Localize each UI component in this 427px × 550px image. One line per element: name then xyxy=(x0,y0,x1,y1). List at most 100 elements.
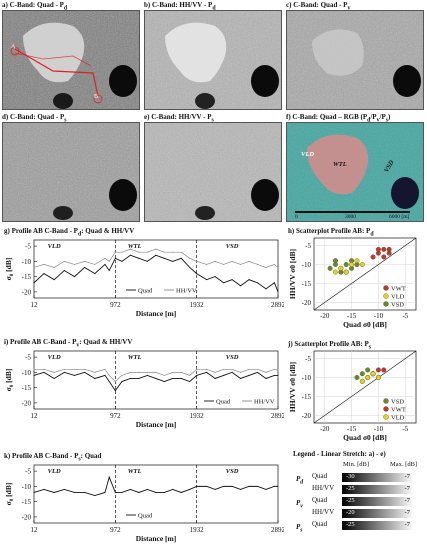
series-point xyxy=(155,491,157,493)
series-point xyxy=(248,374,250,376)
profile-i-chart: -5 -10 -15 -20 12 972 1932 2892 VLD WTL VSD Distanc… xyxy=(4,350,284,429)
series-point xyxy=(206,485,208,487)
y-tick-label: -20 xyxy=(22,513,32,521)
series-point xyxy=(146,251,148,253)
scatter-point-vsd xyxy=(354,375,360,380)
scatter-point-vsd xyxy=(333,258,338,264)
series-point xyxy=(196,485,198,487)
scatter-point-vsd xyxy=(343,262,349,267)
scatter-j-title: j) Scatterplot Profile AB: Ps xyxy=(288,340,372,351)
series-point xyxy=(73,276,75,278)
legend-label-vwt: VWT xyxy=(391,285,406,292)
series-point xyxy=(189,381,191,383)
series-point xyxy=(43,273,45,275)
y-tick-label: -5 xyxy=(25,468,31,476)
series-point xyxy=(33,282,35,284)
series-point xyxy=(172,377,174,379)
y-tick-label: -10 xyxy=(22,258,32,266)
series-point xyxy=(163,374,165,376)
legend-label-hhvv: HH/VV xyxy=(254,398,275,405)
panel-e-image xyxy=(144,122,282,222)
x-tick-label: -10 xyxy=(374,425,384,433)
series-point xyxy=(273,282,275,284)
stretch-min-value: -20 xyxy=(346,509,355,516)
x-tick-label: -5 xyxy=(402,312,408,320)
scatter-point-vwt xyxy=(375,367,381,373)
series-point xyxy=(163,257,165,259)
series-point xyxy=(214,260,216,262)
series-point xyxy=(256,485,258,487)
x-tick-label: 12 xyxy=(31,412,39,420)
series-point xyxy=(43,263,45,265)
scatter-point-vsd xyxy=(365,367,371,373)
series-point xyxy=(172,260,174,262)
panel-b-title: b) C-Band: HH/VV - Pd xyxy=(144,1,216,12)
stretch-gradient-bar: -25 -7 xyxy=(342,497,414,506)
panel-e-title: e) C-Band: HH/VV - Ps xyxy=(144,113,214,124)
series-line-quad xyxy=(33,254,279,293)
x-tick-label: 972 xyxy=(110,526,121,534)
series-point xyxy=(94,273,96,275)
series-point xyxy=(277,374,279,376)
x-tick-label: -15 xyxy=(347,425,357,433)
series-point xyxy=(73,263,75,265)
legend-marker-vwt xyxy=(383,285,389,291)
series-point xyxy=(231,368,233,370)
stretch-gradient-bar: -25 -7 xyxy=(342,521,414,530)
series-point xyxy=(256,371,258,373)
series-point xyxy=(104,257,106,259)
stretch-max-header: Max. [dB] xyxy=(390,461,418,468)
series-point xyxy=(189,266,191,268)
stretch-row-label: HH/VV xyxy=(312,484,335,492)
series-point xyxy=(84,368,86,370)
series-point xyxy=(33,374,35,376)
x-axis-label: Distance [m] xyxy=(136,309,177,318)
series-point xyxy=(94,263,96,265)
zone-label-wtl: WTL xyxy=(128,354,142,361)
series-point xyxy=(277,266,279,268)
series-point xyxy=(146,374,148,376)
series-point xyxy=(73,374,75,376)
legend-label-hhvv: HH/VV xyxy=(176,287,197,294)
series-point xyxy=(63,371,65,373)
scatter-point-vsd xyxy=(359,371,365,377)
sar-hhvv-ps-image xyxy=(145,123,281,221)
y-tick-label: -10 xyxy=(22,369,32,377)
y-tick-label: -5 xyxy=(305,242,311,250)
series-line-quad xyxy=(33,371,278,392)
plot-frame xyxy=(33,239,279,299)
series-point xyxy=(155,254,157,256)
series-point xyxy=(248,279,250,281)
series-point xyxy=(206,263,208,265)
series-line-hhvv xyxy=(34,368,278,383)
series-point xyxy=(63,368,65,370)
series-point xyxy=(114,251,116,253)
scatter-point-vwt xyxy=(381,367,387,373)
legend-label-vsd: VSD xyxy=(391,398,404,405)
stretch-min-value: -25 xyxy=(346,497,355,504)
series-point xyxy=(104,374,106,376)
series-point xyxy=(231,485,233,487)
series-point xyxy=(138,371,140,373)
zone-label-vld: VLD xyxy=(48,243,61,250)
y-tick-label: -20 xyxy=(22,399,32,407)
x-tick-label: 2892 xyxy=(271,412,284,420)
series-point xyxy=(273,374,275,376)
x-tick-label: -10 xyxy=(374,312,384,320)
sar-quad-pv-image xyxy=(287,11,423,109)
series-point xyxy=(104,368,106,370)
series-point xyxy=(277,291,279,293)
series-point xyxy=(138,377,140,379)
scatter-point-vld xyxy=(354,258,360,264)
series-point xyxy=(273,485,275,487)
series-point xyxy=(138,257,140,259)
series-point xyxy=(155,371,157,373)
x-tick-label: -20 xyxy=(320,425,330,433)
series-point xyxy=(108,381,110,383)
series-point xyxy=(189,374,191,376)
series-point xyxy=(223,485,225,487)
rgb-composite-image xyxy=(287,123,423,221)
series-point xyxy=(163,491,165,493)
legend-label-quad: Quad xyxy=(138,287,153,294)
series-point xyxy=(196,260,198,262)
